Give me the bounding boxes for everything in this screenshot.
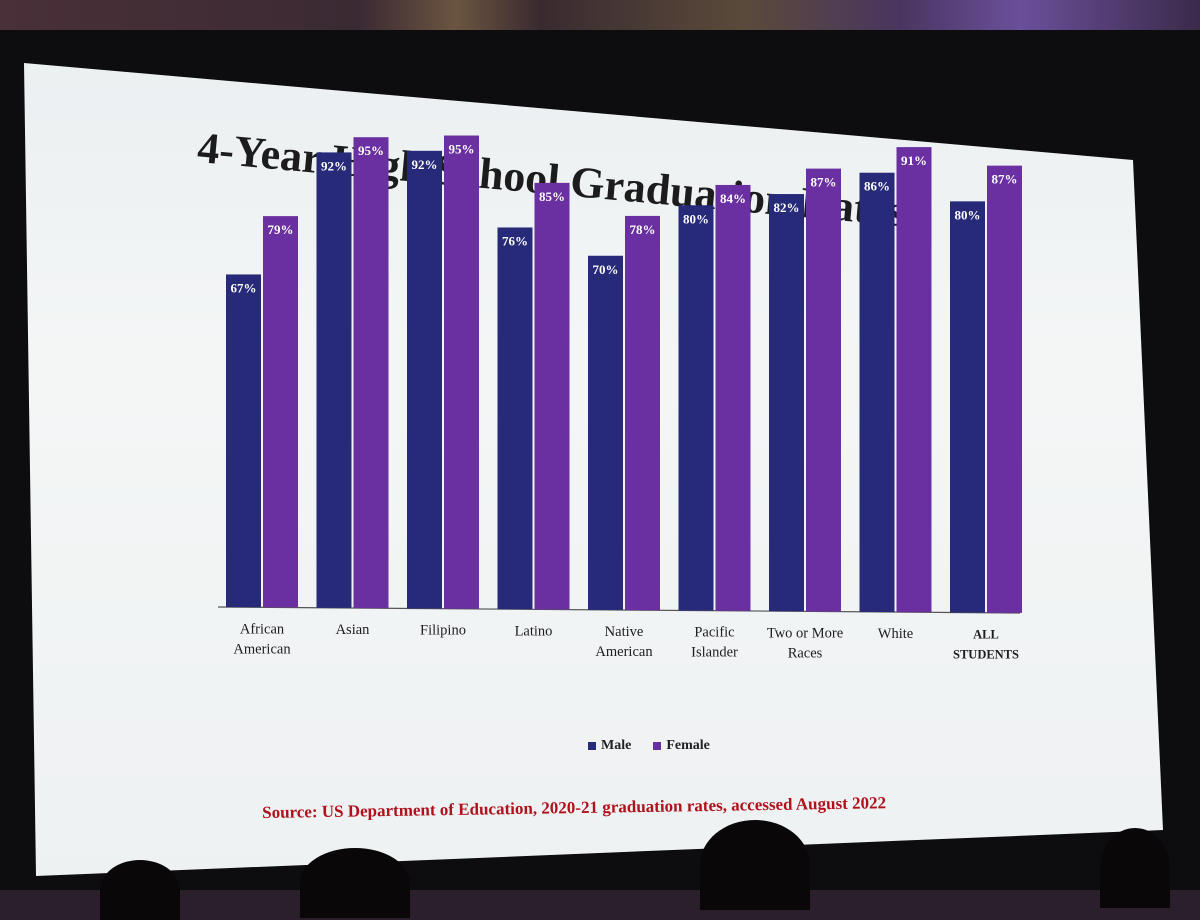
data-label: 80%: [955, 207, 981, 222]
audience-head: [300, 848, 410, 918]
legend-label-male: Male: [601, 738, 632, 753]
bar-male: [950, 201, 985, 613]
data-label: 85%: [539, 189, 565, 204]
data-label: 79%: [268, 222, 294, 237]
category-label: Asian: [336, 622, 371, 638]
data-label: 86%: [864, 179, 890, 194]
category-label: Filipino: [420, 623, 466, 639]
bar-male: [407, 150, 442, 609]
legend-item-female: Female: [653, 738, 710, 754]
bar-male: [316, 152, 352, 608]
data-label: 78%: [630, 222, 656, 237]
x-axis-line: [217, 606, 1021, 614]
bar-male: [588, 255, 623, 610]
category-label: Native: [605, 624, 644, 640]
bar-chart: 67% 79% African American 92% 95% Asian 92% 95% Fi…: [217, 135, 1022, 662]
category-label: African: [240, 621, 285, 637]
bar-male: [226, 274, 261, 608]
bar-female: [625, 215, 660, 611]
data-label: 67%: [231, 280, 257, 295]
category-label: Latino: [515, 623, 553, 639]
bar-female: [987, 165, 1022, 613]
category-label: Pacific: [694, 625, 734, 641]
category-label: American: [595, 644, 653, 660]
audience-head: [100, 860, 180, 920]
category-label: ALL: [973, 628, 999, 642]
data-label: 92%: [412, 157, 438, 172]
data-label: 95%: [449, 142, 475, 157]
legend-item-male: Male: [588, 738, 631, 754]
category-label: American: [233, 641, 291, 657]
bar-male: [497, 227, 533, 610]
audience-head: [1100, 828, 1170, 908]
data-label: 84%: [720, 191, 746, 206]
audience-head: [700, 820, 810, 910]
legend-swatch-male: [588, 742, 596, 750]
bar-male: [769, 194, 804, 612]
bar-male: [678, 205, 714, 611]
category-label: Two or More: [767, 625, 843, 641]
data-label: 92%: [321, 158, 347, 173]
bar-female: [896, 147, 932, 613]
bar-female: [715, 184, 751, 611]
category-label: Races: [788, 645, 823, 661]
data-label: 91%: [901, 153, 927, 168]
audience-silhouettes: [0, 820, 1200, 920]
bar-female: [263, 216, 298, 608]
legend-label-female: Female: [666, 738, 710, 753]
presentation-slide: 4-Year High School Graduation Rates 67% 7…: [24, 63, 1163, 876]
data-label: 76%: [502, 233, 528, 248]
data-label: 70%: [593, 262, 619, 277]
category-label: STUDENTS: [953, 648, 1019, 662]
data-label: 80%: [683, 211, 709, 226]
bar-female: [444, 135, 479, 609]
data-label: 87%: [811, 175, 837, 190]
legend-swatch-female: [653, 742, 662, 750]
bar-female: [806, 168, 841, 612]
bar-male: [859, 172, 895, 612]
data-label: 95%: [358, 143, 384, 158]
bar-female: [353, 137, 389, 609]
bar-female: [534, 182, 570, 610]
data-label: 82%: [774, 200, 800, 215]
category-label: Islander: [691, 645, 738, 661]
data-label: 87%: [992, 172, 1018, 187]
category-label: White: [878, 626, 913, 642]
chart-legend: Male Female: [588, 738, 710, 754]
